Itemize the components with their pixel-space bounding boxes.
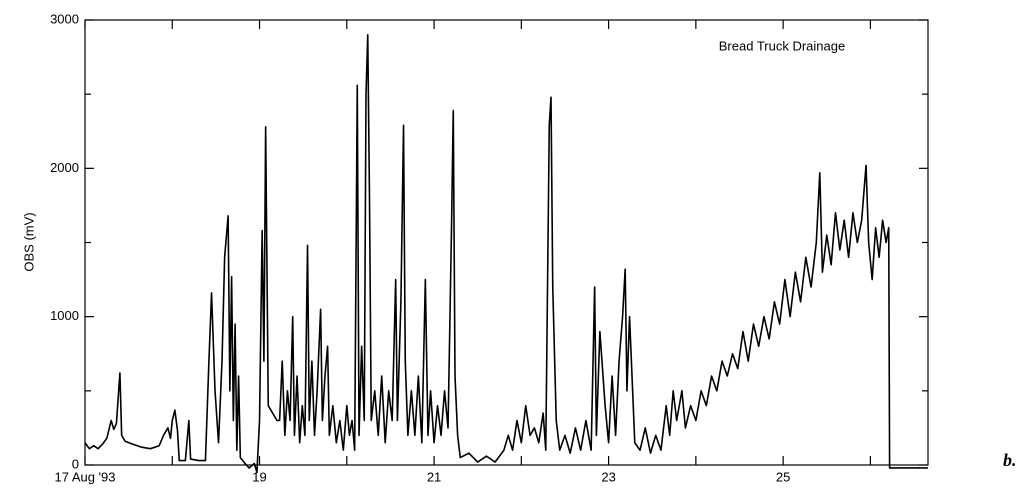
data-line [84, 34, 928, 474]
y-tick-label: 3000 [50, 11, 79, 26]
y-tick-label: 2000 [50, 160, 79, 175]
x-tick-label: 19 [252, 469, 266, 484]
y-tick-label: 0 [72, 456, 79, 471]
x-tick-label: 23 [601, 469, 615, 484]
y-axis-label: OBS (mV) [21, 212, 36, 271]
annotation: Bread Truck Drainage [719, 38, 845, 53]
panel-label: b. [1003, 450, 1017, 470]
plot-frame [84, 19, 929, 466]
x-tick-label: 17 Aug '93 [54, 469, 115, 484]
y-tick-label: 1000 [50, 308, 79, 323]
x-tick-label: 25 [776, 469, 790, 484]
x-tick-label: 21 [427, 469, 441, 484]
